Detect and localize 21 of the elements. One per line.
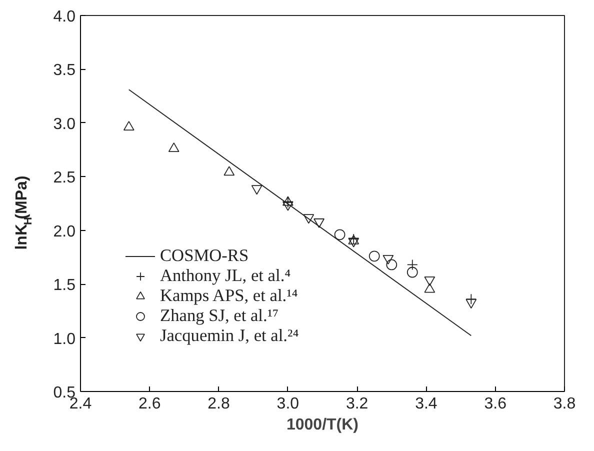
x-tick-label: 2.6 — [138, 396, 161, 412]
y-axis-title: lnKH(MPa) — [14, 176, 34, 250]
y-tick-label: 4.0 — [53, 8, 76, 26]
x-tick-label: 2.8 — [208, 396, 230, 412]
x-tick-label: 3.2 — [346, 396, 368, 412]
legend-label: COSMO-RS — [160, 246, 249, 266]
legend-label: Anthony JL, et al.⁴ — [160, 266, 291, 286]
legend-label: Jacquemin J, et al.²⁴ — [160, 326, 299, 346]
x-tick-label: 3.8 — [553, 396, 576, 412]
y-tick-label: 1.0 — [53, 330, 76, 348]
x-tick-label: 3.6 — [484, 396, 507, 412]
y-tick-label: 2.0 — [53, 223, 76, 240]
x-tick-label: 3.4 — [415, 396, 438, 412]
y-tick-label: 2.5 — [53, 170, 76, 187]
y-tick-label: 3.0 — [53, 116, 76, 133]
y-tick-label: 3.5 — [53, 62, 76, 80]
x-axis-title: 1000/T(K) — [286, 416, 359, 434]
y-tick-label: 1.5 — [53, 277, 76, 294]
legend-label: Kamps APS, et al.¹⁴ — [160, 286, 298, 306]
x-tick-label: 3.0 — [276, 396, 300, 412]
legend-label: Zhang SJ, et al.¹⁷ — [160, 306, 279, 326]
